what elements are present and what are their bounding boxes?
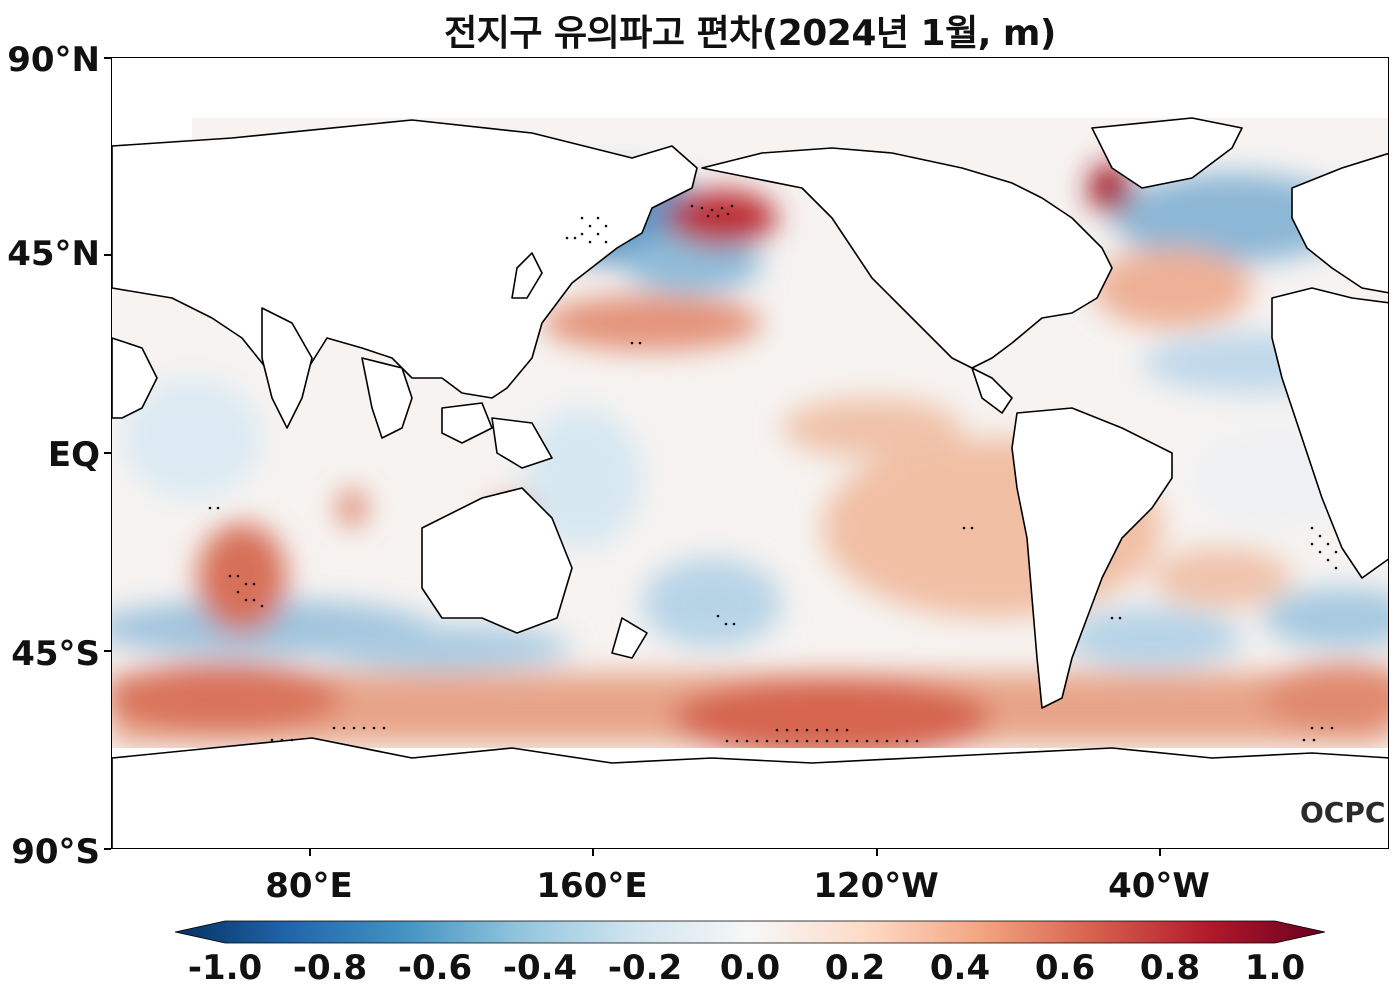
y-tick	[104, 254, 111, 256]
colorbar-label: 0.4	[929, 948, 991, 988]
x-tick	[876, 849, 878, 856]
map-title: 전지구 유의파고 편차(2024년 1월, m)	[444, 13, 1056, 54]
colorbar-label: 1.0	[1244, 948, 1306, 988]
colorbar-label: 0.2	[824, 948, 886, 988]
continents	[112, 117, 1388, 848]
x-label-80e: 80°E	[265, 866, 353, 906]
colorbar-label: -0.8	[292, 948, 368, 988]
x-tick	[1159, 849, 1161, 856]
y-label-45s: 45°S	[11, 634, 100, 674]
x-tick	[309, 849, 311, 856]
colorbar-label: -0.2	[607, 948, 683, 988]
y-tick	[104, 650, 111, 652]
colorbar-label: 0.6	[1034, 948, 1096, 988]
x-tick	[592, 849, 594, 856]
colorbar-label: -0.6	[397, 948, 473, 988]
y-label-eq: EQ	[47, 435, 100, 475]
colorbar-label: -1.0	[187, 948, 263, 988]
y-tick	[104, 848, 111, 850]
map-panel	[111, 57, 1389, 849]
anomaly-map	[112, 58, 1388, 848]
y-tick	[104, 452, 111, 454]
x-label-160e: 160°E	[536, 866, 648, 906]
y-label-90n: 90°N	[7, 40, 100, 80]
x-label-40w: 40°W	[1108, 866, 1210, 906]
colorbar	[175, 920, 1325, 944]
x-label-120w: 120°W	[813, 866, 939, 906]
y-label-90s: 90°S	[11, 832, 100, 872]
significance-dots	[208, 204, 1338, 743]
y-label-45n: 45°N	[7, 234, 100, 274]
colorbar-label: 0.8	[1139, 948, 1201, 988]
colorbar-label: 0.0	[719, 948, 781, 988]
ocpc-logo: OCPC	[1300, 796, 1386, 829]
y-tick	[104, 57, 111, 59]
colorbar-label: -0.4	[502, 948, 578, 988]
